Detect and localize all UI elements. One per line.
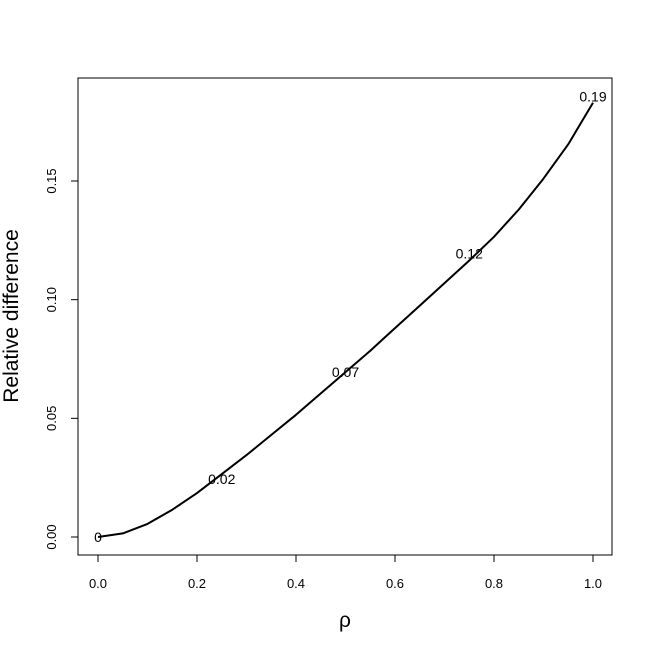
x-tick-label: 0.4 (287, 576, 305, 591)
series-layer (97, 102, 594, 538)
y-axis: 0.00 0.05 0.10 0.15 (44, 168, 79, 550)
data-label-layer: 0 0.02 0.07 0.12 0.19 (94, 89, 607, 545)
y-tick-label: 0.10 (44, 287, 59, 312)
data-label: 0.02 (208, 471, 235, 487)
y-tick-label: 0.05 (44, 406, 59, 431)
x-tick-label: 0.8 (485, 576, 503, 591)
x-axis: 0.0 0.2 0.4 0.6 0.8 1.0 (89, 554, 602, 591)
y-tick-label: 0.15 (44, 168, 59, 193)
y-tick-label: 0.00 (44, 524, 59, 549)
y-axis-title: Relative difference (0, 229, 23, 403)
data-label: 0.19 (579, 89, 606, 105)
series-line (97, 102, 594, 538)
data-label: 0.07 (332, 364, 359, 380)
x-axis-title: ρ (339, 609, 351, 632)
x-tick-label: 0.0 (89, 576, 107, 591)
x-tick-label: 0.2 (188, 576, 206, 591)
data-label: 0 (94, 529, 102, 545)
data-label: 0.12 (456, 245, 483, 261)
x-tick-label: 0.6 (386, 576, 404, 591)
x-tick-label: 1.0 (584, 576, 602, 591)
